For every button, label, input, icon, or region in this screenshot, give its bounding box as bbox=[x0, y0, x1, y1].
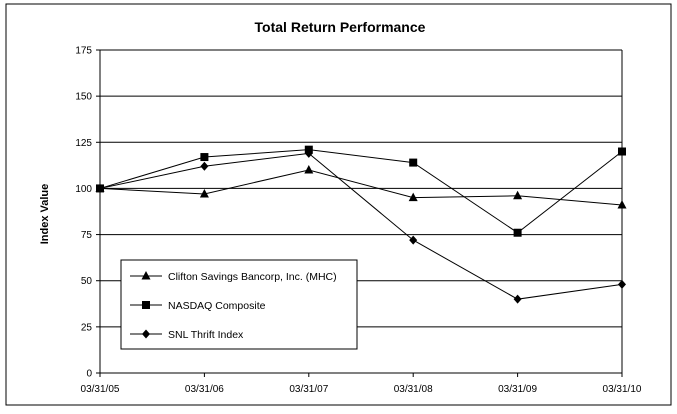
x-tick-label: 03/31/06 bbox=[185, 384, 224, 395]
y-tick-label: 150 bbox=[75, 92, 92, 103]
data-point bbox=[304, 164, 314, 174]
data-point bbox=[513, 190, 523, 200]
y-tick-label: 25 bbox=[81, 322, 93, 333]
chart-title: Total Return Performance bbox=[255, 19, 426, 35]
data-point bbox=[408, 192, 418, 202]
y-tick-label: 175 bbox=[75, 46, 92, 57]
series-line bbox=[99, 149, 623, 234]
axes bbox=[99, 50, 623, 374]
legend-item: NASDAQ Composite bbox=[130, 300, 266, 312]
legend-label: SNL Thrift Index bbox=[168, 329, 244, 341]
legend: Clifton Savings Bancorp, Inc. (MHC) NASDA… bbox=[120, 259, 358, 350]
legend-label: Clifton Savings Bancorp, Inc. (MHC) bbox=[168, 271, 337, 283]
data-point bbox=[409, 158, 418, 167]
y-tick-label: 75 bbox=[81, 230, 93, 241]
data-point bbox=[200, 153, 209, 162]
series-line bbox=[99, 152, 623, 300]
legend-marker bbox=[141, 271, 151, 280]
data-point bbox=[409, 235, 418, 245]
y-tick-label: 50 bbox=[81, 276, 93, 287]
data-point bbox=[96, 183, 104, 193]
data-point bbox=[618, 279, 626, 289]
x-tick-label: 03/31/07 bbox=[289, 384, 328, 395]
legend-marker bbox=[142, 329, 150, 339]
x-tick-label: 03/31/09 bbox=[498, 384, 537, 395]
legend-marker bbox=[142, 301, 150, 309]
x-tick-labels: 03/31/05 03/31/06 03/31/07 03/31/08 03/31/09… bbox=[81, 373, 642, 395]
data-point bbox=[513, 228, 522, 237]
y-tick-label: 100 bbox=[75, 184, 92, 195]
x-tick-label: 03/31/10 bbox=[603, 384, 642, 395]
y-axis-title: Index Value bbox=[39, 184, 51, 245]
series-group bbox=[95, 164, 627, 209]
series-group bbox=[96, 148, 626, 304]
data-point bbox=[513, 294, 522, 304]
y-tick-label: 125 bbox=[75, 138, 92, 149]
legend-label: NASDAQ Composite bbox=[168, 300, 266, 312]
data-point bbox=[199, 188, 209, 198]
x-tick-label: 03/31/08 bbox=[394, 384, 433, 395]
series-line bbox=[99, 169, 623, 206]
x-tick-label: 03/31/05 bbox=[81, 384, 120, 395]
legend-item: Clifton Savings Bancorp, Inc. (MHC) bbox=[130, 271, 337, 283]
y-tick-label: 0 bbox=[86, 369, 92, 380]
series bbox=[95, 145, 627, 304]
y-tick-labels: 0 25 50 75 100 125 150 175 bbox=[75, 46, 92, 380]
data-point bbox=[617, 200, 627, 209]
data-point bbox=[200, 161, 209, 171]
data-point bbox=[618, 147, 626, 156]
legend-item: SNL Thrift Index bbox=[130, 329, 244, 341]
data-point bbox=[304, 148, 313, 158]
